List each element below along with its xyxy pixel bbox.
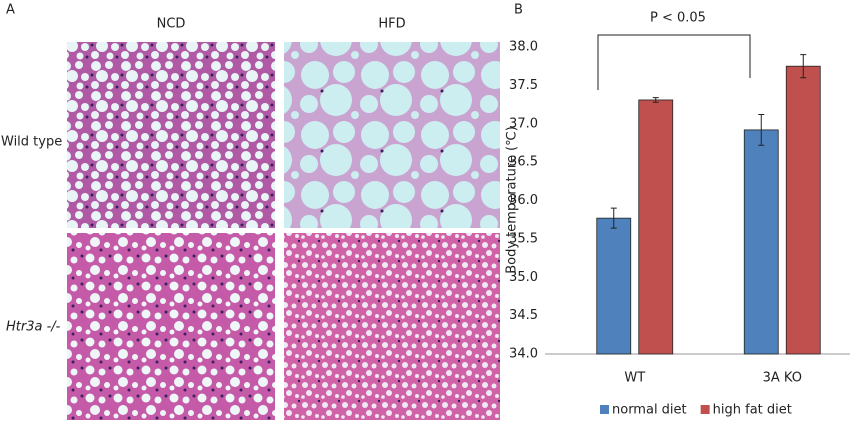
y-tick-label: 35.0 bbox=[509, 270, 538, 285]
legend-label: high fat diet bbox=[713, 403, 792, 418]
y-tick-label: 37.0 bbox=[509, 116, 538, 131]
error-bar bbox=[800, 54, 807, 79]
row-label: Htr3a -/- bbox=[6, 320, 61, 335]
error-bar bbox=[610, 207, 617, 229]
error-bar bbox=[652, 97, 659, 103]
panel-label: B bbox=[514, 3, 523, 18]
annotation: P < 0.05 bbox=[650, 11, 706, 26]
legend-swatch bbox=[700, 405, 710, 414]
y-tick-label: 38.0 bbox=[509, 40, 538, 55]
y-tick-label: 36.5 bbox=[509, 155, 538, 170]
significance-bracket bbox=[597, 34, 751, 90]
histology-image bbox=[67, 233, 275, 420]
y-tick-label: 34.0 bbox=[509, 347, 538, 362]
bar bbox=[743, 129, 779, 355]
y-tick-label: 36.0 bbox=[509, 193, 538, 208]
histology-image bbox=[284, 233, 500, 420]
column-label: NCD bbox=[157, 17, 186, 32]
x-tick-label: WT bbox=[624, 371, 645, 386]
y-tick-label: 34.5 bbox=[509, 308, 538, 323]
legend-swatch bbox=[600, 405, 609, 414]
y-tick-label: 35.5 bbox=[509, 231, 538, 246]
bar bbox=[785, 65, 821, 355]
bar bbox=[596, 217, 632, 355]
bar bbox=[638, 99, 674, 355]
histology-image bbox=[284, 42, 500, 228]
error-bar bbox=[758, 114, 765, 146]
legend-label: normal diet bbox=[612, 403, 687, 418]
histology-image bbox=[67, 42, 275, 228]
panel-label: A bbox=[6, 3, 15, 18]
y-tick-label: 37.5 bbox=[509, 78, 538, 93]
row-label: Wild type bbox=[1, 135, 62, 150]
x-tick-label: 3A KO bbox=[763, 371, 802, 386]
y-axis-label: Body temperature (℃) bbox=[505, 126, 520, 274]
column-label: HFD bbox=[378, 17, 405, 32]
